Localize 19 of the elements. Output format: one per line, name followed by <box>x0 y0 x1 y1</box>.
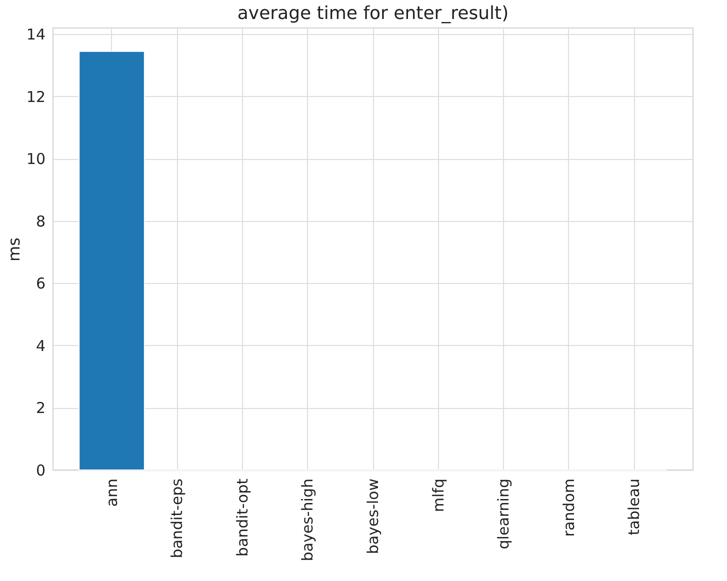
chart-title: average time for enter_result) <box>237 3 509 24</box>
y-tick-label: 2 <box>36 399 46 418</box>
x-tick-label: bandit-opt <box>233 478 252 557</box>
y-tick-label: 6 <box>36 274 46 293</box>
x-tick-label: tableau <box>625 478 644 536</box>
x-tick-label: bayes-low <box>364 478 382 554</box>
x-tick-label: bayes-high <box>298 478 317 562</box>
x-tick-label: random <box>560 478 578 537</box>
x-tick-label: bandit-eps <box>168 478 186 558</box>
y-tick-label: 4 <box>36 336 46 355</box>
y-axis-title: ms <box>4 238 24 262</box>
y-tick-label: 10 <box>26 150 46 168</box>
y-tick-label: 0 <box>36 462 46 480</box>
y-tick-label: 14 <box>26 26 46 44</box>
y-tick-label: 8 <box>36 212 46 230</box>
x-tick-label: mlfq <box>429 478 448 512</box>
y-tick-label: 12 <box>26 88 46 106</box>
x-tick-label: ann <box>102 478 121 507</box>
x-tick-label: qlearning <box>494 478 513 550</box>
